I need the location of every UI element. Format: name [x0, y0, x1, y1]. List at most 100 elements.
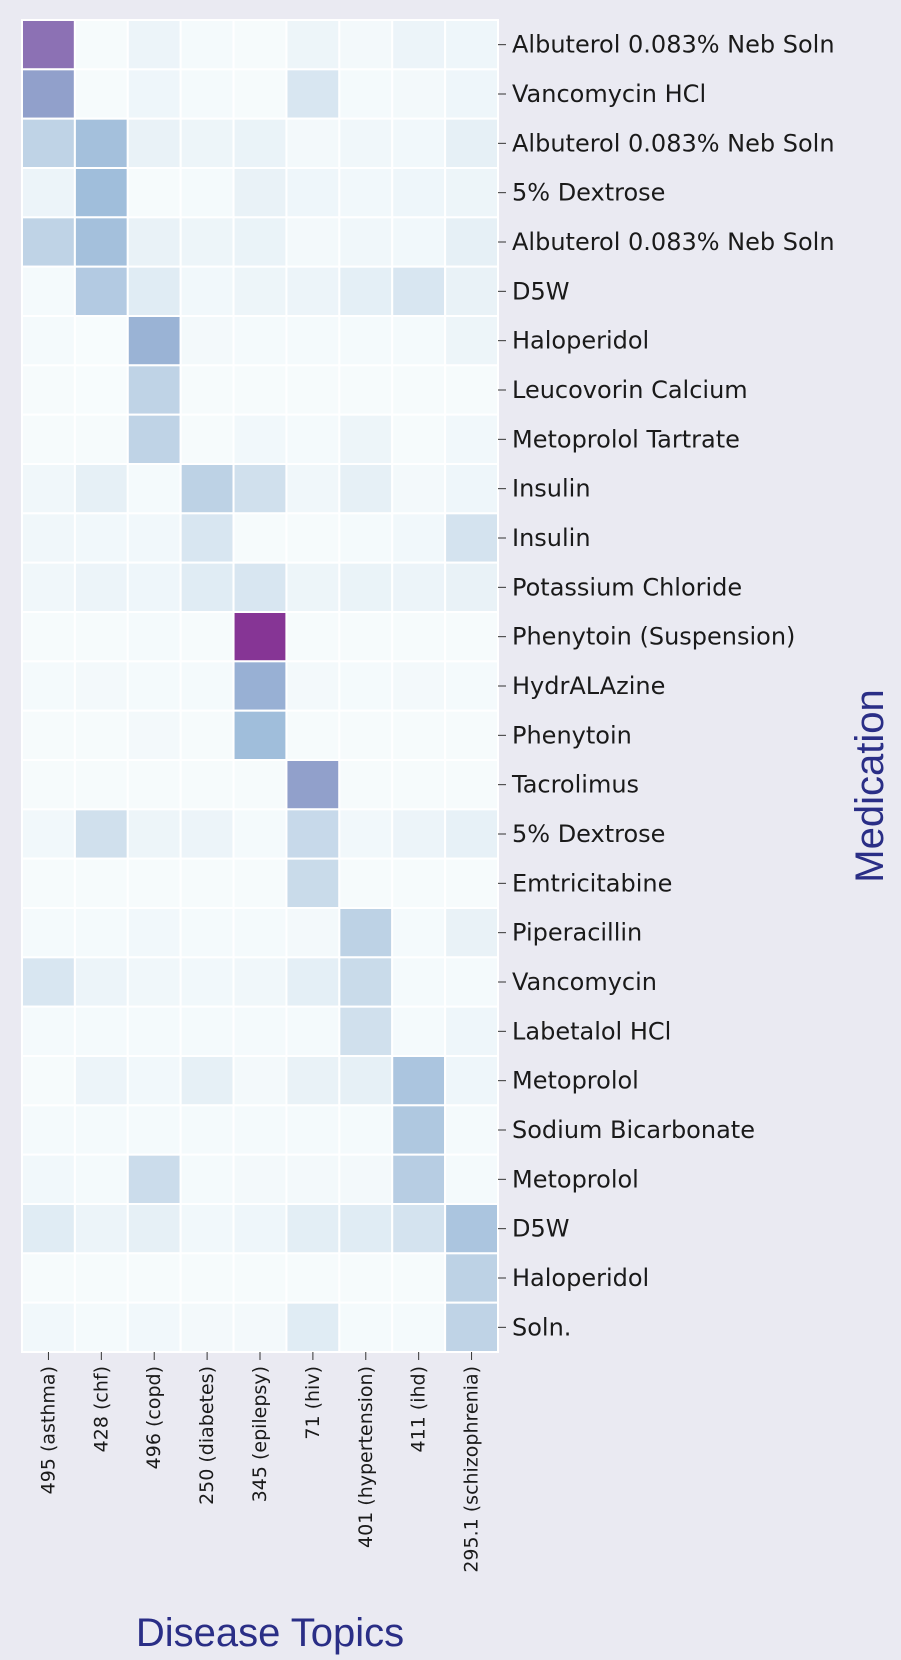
heatmap-cell	[21, 907, 76, 959]
heatmap-cell	[126, 1252, 182, 1304]
row-label: Insulin	[512, 524, 591, 552]
heatmap-cell	[126, 364, 182, 416]
heatmap-cell	[126, 315, 182, 367]
heatmap-cell	[179, 117, 235, 169]
heatmap-cell	[126, 1301, 182, 1353]
heatmap-cell	[391, 1203, 447, 1255]
heatmap-cell	[338, 117, 394, 169]
heatmap-cell	[73, 660, 129, 712]
heatmap-cell	[391, 68, 447, 120]
heatmap-cell	[126, 512, 182, 564]
row-label: Phenytoin	[512, 721, 632, 749]
heatmap-cell	[391, 167, 447, 219]
heatmap-cell	[179, 907, 235, 959]
heatmap-cell	[126, 709, 182, 762]
heatmap-cells	[21, 19, 500, 1353]
column-labels: 495 (asthma) 428 (chf) 496 (copd) 250 (diab…	[37, 1366, 482, 1573]
heatmap-cell	[179, 265, 235, 317]
row-label: Metoprolol Tartrate	[512, 425, 740, 453]
heatmap-cell	[73, 808, 129, 860]
row-label: Haloperidol	[512, 1264, 649, 1292]
heatmap-cell	[126, 265, 182, 317]
heatmap-cell	[179, 1005, 235, 1058]
row-label: Insulin	[512, 475, 591, 503]
heatmap-cell	[391, 956, 447, 1008]
heatmap-cell	[285, 413, 341, 465]
heatmap-cell	[126, 117, 182, 169]
heatmap-cell	[73, 1252, 129, 1304]
heatmap-cell	[444, 315, 500, 367]
heatmap-cell	[232, 709, 288, 762]
heatmap-cell	[73, 265, 129, 317]
heatmap-cell	[391, 660, 447, 712]
heatmap-cell	[391, 1055, 447, 1107]
heatmap-cell	[179, 956, 235, 1008]
heatmap-cell	[21, 1005, 76, 1058]
heatmap-cell	[21, 808, 76, 860]
heatmap-cell	[444, 19, 500, 71]
heatmap-cell	[73, 1301, 129, 1353]
heatmap-cell	[338, 660, 394, 712]
row-label: Metoprolol	[512, 1165, 639, 1193]
heatmap-cell	[21, 117, 76, 169]
heatmap-cell	[73, 315, 129, 367]
row-label: Leucovorin Calcium	[512, 376, 748, 404]
heatmap-cell	[21, 759, 76, 811]
heatmap-cell	[126, 1005, 182, 1058]
heatmap-cell	[391, 759, 447, 811]
row-label: Metoprolol	[512, 1067, 639, 1095]
heatmap-cell	[338, 463, 394, 515]
heatmap-cell	[179, 1153, 235, 1205]
heatmap-cell	[73, 463, 129, 515]
heatmap-cell	[285, 364, 341, 416]
column-label: 250 (diabetes)	[196, 1366, 218, 1505]
heatmap-cell	[285, 660, 341, 712]
heatmap-cell	[73, 1005, 129, 1058]
heatmap-cell	[126, 216, 182, 268]
heatmap-cell	[444, 512, 500, 564]
heatmap-cell	[232, 759, 288, 811]
heatmap-cell	[285, 759, 341, 811]
heatmap-cell	[285, 68, 341, 120]
heatmap-cell	[444, 611, 500, 663]
heatmap-cell	[444, 463, 500, 515]
heatmap-cell	[232, 660, 288, 712]
heatmap-cell	[444, 1005, 500, 1058]
heatmap-cell	[285, 265, 341, 317]
heatmap-cell	[21, 19, 76, 71]
y-axis-title: Medication	[848, 689, 892, 882]
heatmap-cell	[179, 759, 235, 811]
row-label: Albuterol 0.083% Neb Soln	[512, 228, 835, 256]
heatmap-cell	[232, 956, 288, 1008]
heatmap-cell	[444, 1301, 500, 1353]
heatmap-cell	[285, 315, 341, 367]
heatmap-cell	[391, 561, 447, 614]
heatmap-cell	[179, 561, 235, 614]
heatmap-cell	[126, 857, 182, 910]
heatmap-cell	[338, 512, 394, 564]
heatmap-cell	[21, 1104, 76, 1156]
heatmap-cell	[179, 660, 235, 712]
heatmap-cell	[285, 956, 341, 1008]
heatmap-cell	[338, 907, 394, 959]
heatmap-cell	[338, 413, 394, 465]
heatmap-cell	[232, 1153, 288, 1205]
heatmap-cell	[21, 1153, 76, 1205]
row-label: Vancomycin	[512, 968, 657, 996]
heatmap-cell	[338, 1203, 394, 1255]
heatmap-cell	[338, 1055, 394, 1107]
heatmap-cell	[73, 167, 129, 219]
heatmap-cell	[391, 808, 447, 860]
heatmap-cell	[285, 19, 341, 71]
column-label: 401 (hypertension)	[355, 1366, 377, 1548]
heatmap-cell	[444, 265, 500, 317]
heatmap-cell	[232, 364, 288, 416]
heatmap-cell	[391, 413, 447, 465]
heatmap-cell	[444, 857, 500, 910]
heatmap-cell	[21, 561, 76, 614]
heatmap-cell	[444, 216, 500, 268]
heatmap-cell	[232, 19, 288, 71]
heatmap-cell	[21, 1301, 76, 1353]
heatmap-cell	[126, 1203, 182, 1255]
